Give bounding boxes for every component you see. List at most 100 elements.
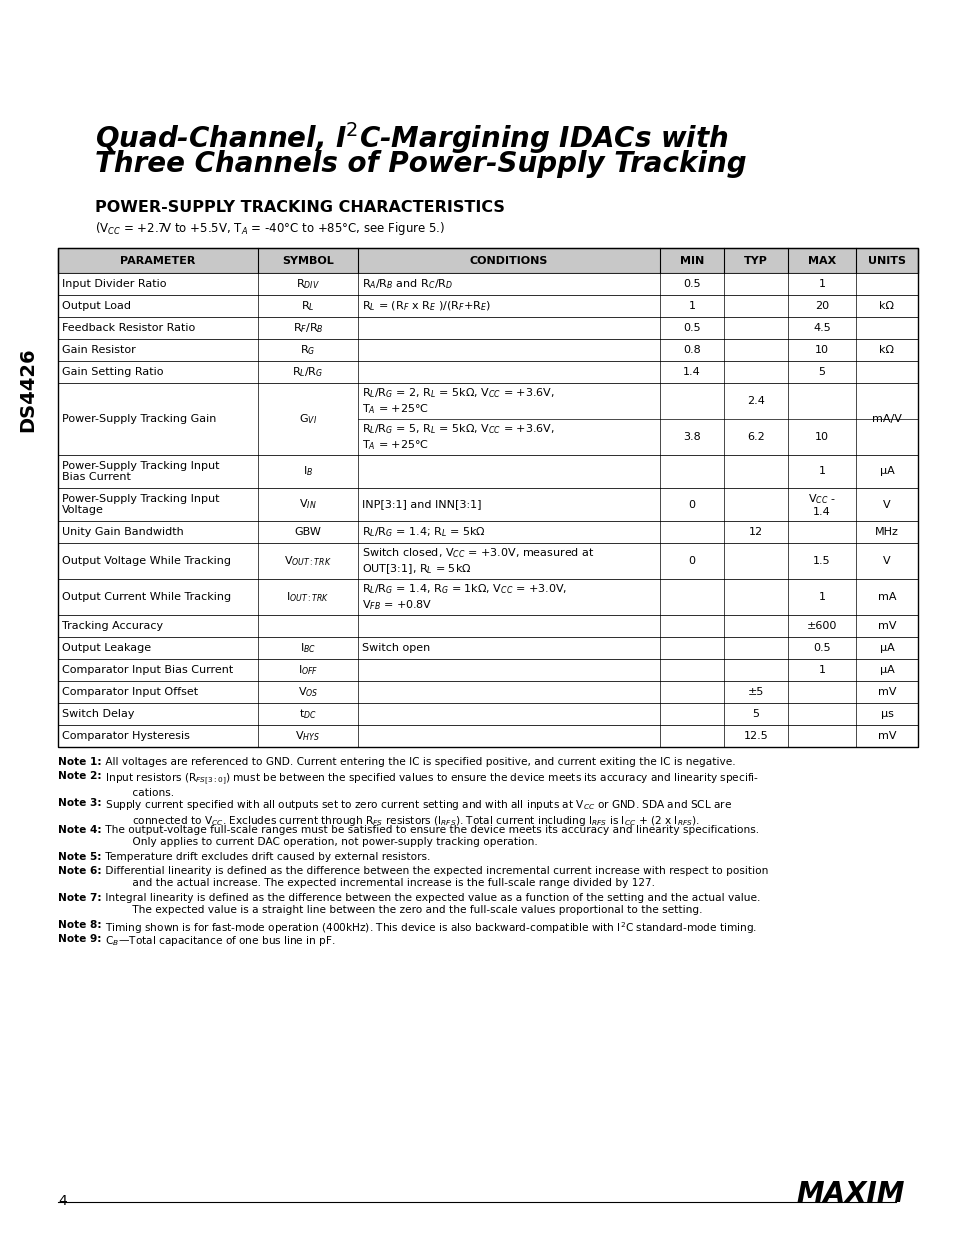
Bar (58, 579, 917, 615)
Bar (58, 488, 917, 521)
Text: Note 4:: Note 4: (58, 825, 102, 835)
Text: 0.5: 0.5 (682, 279, 700, 289)
Text: Note 9:: Note 9: (58, 934, 101, 944)
Bar (58, 680, 917, 703)
Text: Gain Setting Ratio: Gain Setting Ratio (62, 367, 163, 377)
Text: UNITS: UNITS (867, 256, 905, 266)
Text: Output Load: Output Load (62, 301, 131, 311)
Text: V$_{CC}$ -
1.4: V$_{CC}$ - 1.4 (807, 492, 835, 517)
Text: INP[3:1] and INN[3:1]: INP[3:1] and INN[3:1] (361, 499, 481, 510)
Text: R$_{DIV}$: R$_{DIV}$ (295, 277, 319, 291)
Text: R$_F$/R$_B$: R$_F$/R$_B$ (293, 321, 323, 335)
Text: Temperature drift excludes drift caused by external resistors.: Temperature drift excludes drift caused … (102, 852, 430, 862)
Text: Note 1:: Note 1: (58, 757, 102, 767)
Text: 3.8: 3.8 (682, 432, 700, 442)
Text: Comparator Hysteresis: Comparator Hysteresis (62, 731, 190, 741)
Text: 4: 4 (58, 1194, 67, 1208)
Text: V$_{OS}$: V$_{OS}$ (297, 685, 318, 699)
Text: R$_L$/R$_G$ = 2, R$_L$ = 5k$\Omega$, V$_{CC}$ = +3.6V,
T$_A$ = +25°C: R$_L$/R$_G$ = 2, R$_L$ = 5k$\Omega$, V$_… (361, 387, 555, 416)
Text: 12.5: 12.5 (742, 731, 767, 741)
Bar (58, 521, 917, 543)
Text: Differential linearity is defined as the difference between the expected increme: Differential linearity is defined as the… (102, 866, 767, 888)
Text: mV: mV (877, 731, 895, 741)
Text: Three Channels of Power-Supply Tracking: Three Channels of Power-Supply Tracking (95, 149, 746, 178)
Text: Switch closed, V$_{CC}$ = +3.0V, measured at
OUT[3:1], R$_L$ = 5k$\Omega$: Switch closed, V$_{CC}$ = +3.0V, measure… (361, 546, 594, 576)
Bar (58, 703, 917, 725)
Text: 2.4: 2.4 (746, 396, 764, 406)
Text: Input Divider Ratio: Input Divider Ratio (62, 279, 167, 289)
Text: Note 6:: Note 6: (58, 866, 102, 876)
Text: V$_{OUT:TRK}$: V$_{OUT:TRK}$ (284, 555, 332, 568)
Text: DS4426: DS4426 (18, 348, 37, 432)
Text: mA: mA (877, 592, 895, 601)
Text: The output-voltage full-scale ranges must be satisfied to ensure the device meet: The output-voltage full-scale ranges mus… (102, 825, 759, 847)
Bar (58, 615, 917, 637)
Bar (58, 383, 917, 454)
Text: 1: 1 (818, 279, 824, 289)
Text: I$_{OUT:TRK}$: I$_{OUT:TRK}$ (286, 590, 330, 604)
Text: 1: 1 (818, 664, 824, 676)
Text: mA/V: mA/V (871, 414, 901, 424)
Text: R$_L$: R$_L$ (301, 299, 314, 312)
Text: Output Leakage: Output Leakage (62, 643, 151, 653)
Text: kΩ: kΩ (879, 301, 894, 311)
Text: ±5: ±5 (747, 687, 763, 697)
Text: μA: μA (879, 467, 893, 477)
Bar (58, 725, 917, 747)
Text: R$_L$/R$_G$: R$_L$/R$_G$ (292, 366, 323, 379)
Text: V$_{IN}$: V$_{IN}$ (299, 498, 316, 511)
Text: Output Voltage While Tracking: Output Voltage While Tracking (62, 556, 231, 566)
Text: 20: 20 (814, 301, 828, 311)
Text: 0: 0 (688, 556, 695, 566)
Text: 6.2: 6.2 (746, 432, 764, 442)
Text: 10: 10 (814, 345, 828, 354)
Text: 12: 12 (748, 527, 762, 537)
Bar (58, 248, 917, 747)
Text: Comparator Input Bias Current: Comparator Input Bias Current (62, 664, 233, 676)
Text: MAXIM: MAXIM (796, 1179, 904, 1208)
Text: Input resistors (R$_{FS[3:0]}$) must be between the specified values to ensure t: Input resistors (R$_{FS[3:0]}$) must be … (102, 771, 759, 799)
Text: kΩ: kΩ (879, 345, 894, 354)
Bar (58, 543, 917, 579)
Text: SYMBOL: SYMBOL (282, 256, 334, 266)
Text: V$_{HYS}$: V$_{HYS}$ (295, 729, 320, 743)
Text: Supply current specified with all outputs set to zero current setting and with a: Supply current specified with all output… (102, 798, 731, 827)
Text: R$_L$/R$_G$ = 1.4, R$_G$ = 1k$\Omega$, V$_{CC}$ = +3.0V,
V$_{FB}$ = +0.8V: R$_L$/R$_G$ = 1.4, R$_G$ = 1k$\Omega$, V… (361, 582, 567, 611)
Bar (58, 317, 917, 338)
Text: μs: μs (880, 709, 893, 719)
Text: V: V (882, 499, 890, 510)
Text: t$_{DC}$: t$_{DC}$ (298, 708, 316, 721)
Text: Power-Supply Tracking Input
Bias Current: Power-Supply Tracking Input Bias Current (62, 461, 219, 483)
Text: 0: 0 (688, 499, 695, 510)
Text: V: V (882, 556, 890, 566)
Text: All voltages are referenced to GND. Current entering the IC is specified positiv: All voltages are referenced to GND. Curr… (102, 757, 735, 767)
Bar (58, 637, 917, 659)
Text: Switch open: Switch open (361, 643, 430, 653)
Text: I$_{OFF}$: I$_{OFF}$ (297, 663, 318, 677)
Text: 5: 5 (818, 367, 824, 377)
Text: 0.8: 0.8 (682, 345, 700, 354)
Text: Note 7:: Note 7: (58, 893, 102, 903)
Text: Power-Supply Tracking Input
Voltage: Power-Supply Tracking Input Voltage (62, 494, 219, 515)
Text: Unity Gain Bandwidth: Unity Gain Bandwidth (62, 527, 184, 537)
Text: 4.5: 4.5 (812, 324, 830, 333)
Bar (58, 295, 917, 317)
Text: Note 3:: Note 3: (58, 798, 102, 808)
Text: G$_{VI}$: G$_{VI}$ (298, 412, 316, 426)
Text: mV: mV (877, 687, 895, 697)
Text: Switch Delay: Switch Delay (62, 709, 134, 719)
Text: μA: μA (879, 643, 893, 653)
Text: PARAMETER: PARAMETER (120, 256, 195, 266)
Text: GBW: GBW (294, 527, 321, 537)
Text: 1.4: 1.4 (682, 367, 700, 377)
Bar (58, 273, 917, 295)
Text: 1: 1 (818, 467, 824, 477)
Text: C$_B$—Total capacitance of one bus line in pF.: C$_B$—Total capacitance of one bus line … (102, 934, 335, 948)
Text: Gain Resistor: Gain Resistor (62, 345, 135, 354)
Bar (58, 454, 917, 488)
Text: 1: 1 (688, 301, 695, 311)
Text: mV: mV (877, 621, 895, 631)
Text: Quad-Channel, I$^2$C-Margining IDACs with: Quad-Channel, I$^2$C-Margining IDACs wit… (95, 120, 728, 156)
Text: 0.5: 0.5 (812, 643, 830, 653)
Text: Feedback Resistor Ratio: Feedback Resistor Ratio (62, 324, 195, 333)
